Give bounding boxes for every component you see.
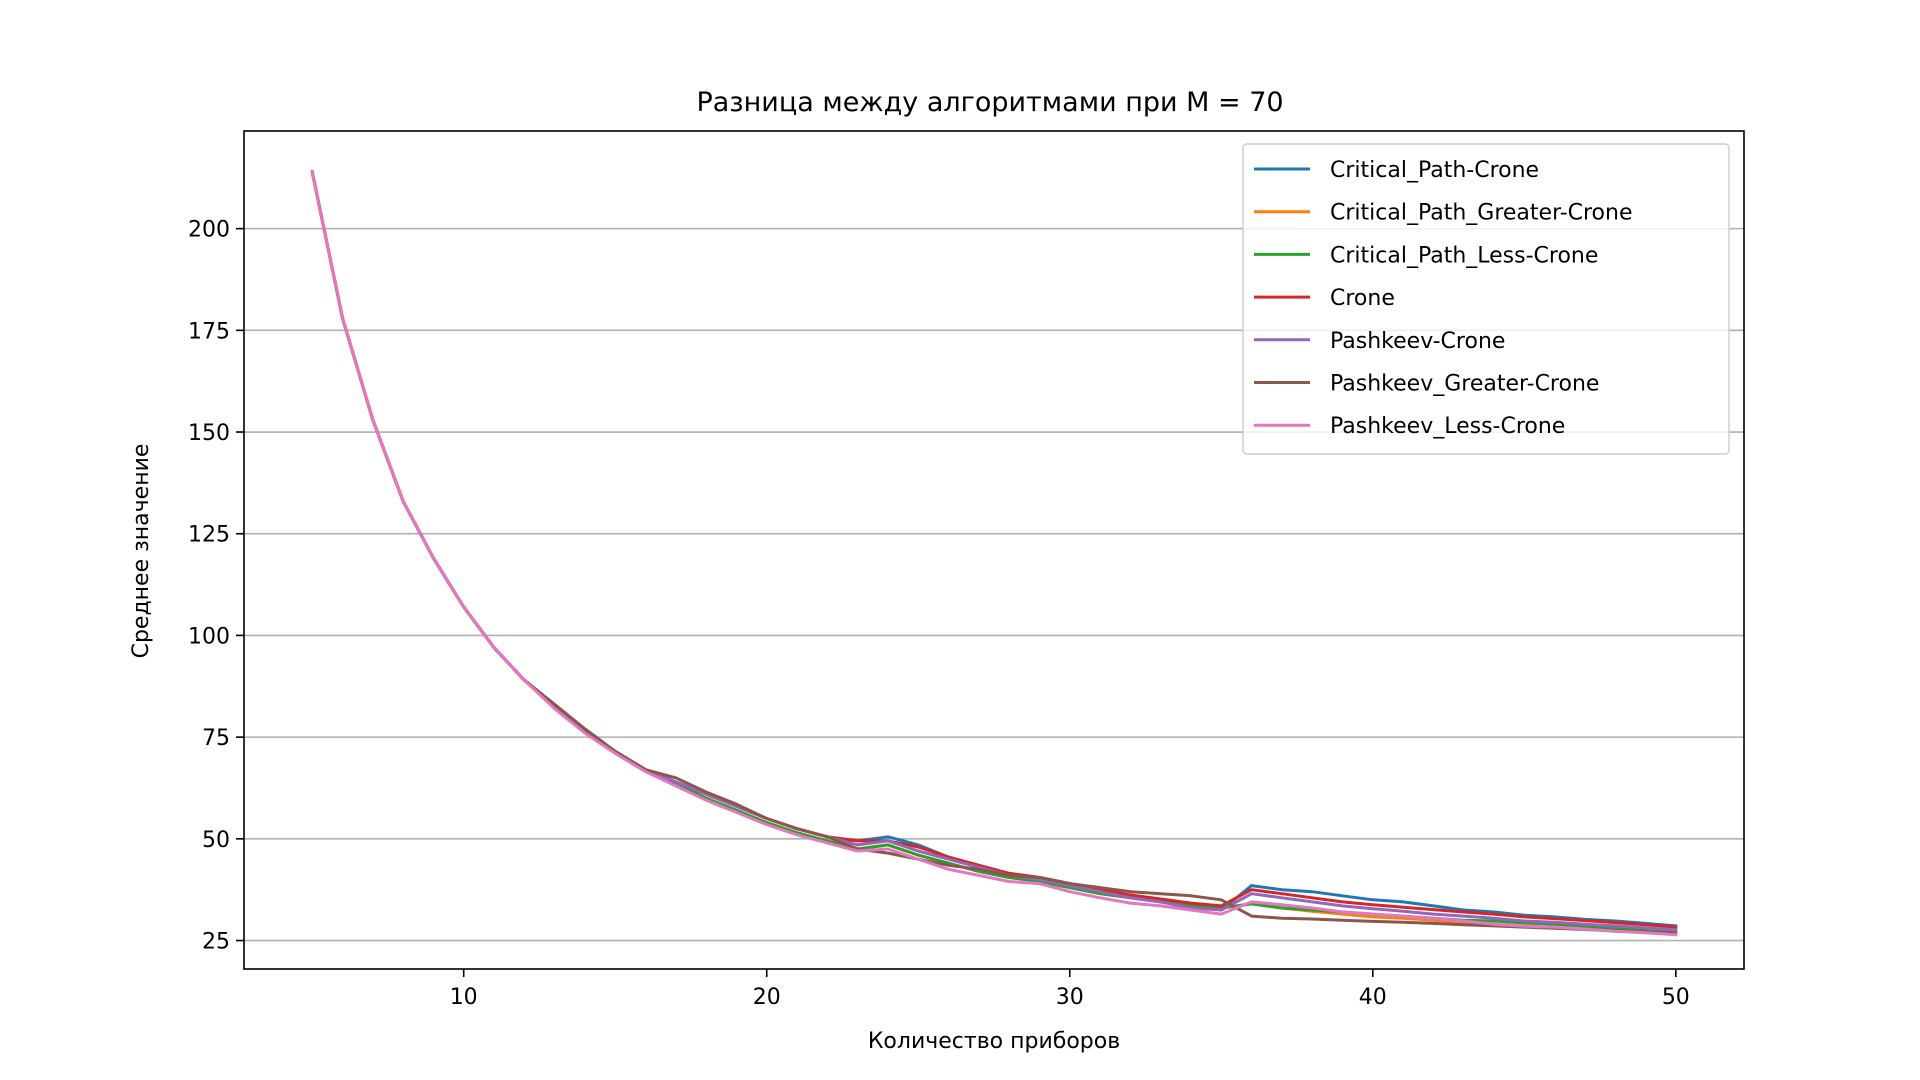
x-axis-label: Количество приборов: [868, 1029, 1120, 1054]
y-tick-label: 175: [188, 319, 230, 344]
legend-label: Critical_Path_Less-Crone: [1330, 243, 1598, 268]
y-tick-label: 100: [188, 624, 230, 649]
chart-title: Разница между алгоритмами при M = 70: [696, 87, 1283, 118]
x-tick-label: 50: [1662, 985, 1690, 1010]
y-tick-label: 75: [202, 726, 230, 751]
y-tick-label: 125: [188, 523, 230, 548]
series-lines: [310, 169, 1678, 937]
y-tick-label: 25: [202, 930, 230, 955]
series-line-6: [310, 169, 1678, 937]
x-tick-label: 40: [1359, 985, 1387, 1010]
legend-label: Pashkeev_Less-Crone: [1330, 414, 1565, 439]
legend-label: Crone: [1330, 286, 1395, 311]
x-axis-ticks: 10 20 30 40 50: [450, 969, 1690, 1010]
legend-label: Pashkeev-Crone: [1330, 329, 1505, 354]
y-axis-label: Среднее значение: [129, 444, 154, 659]
x-tick-label: 20: [753, 985, 781, 1010]
y-axis-ticks: 25 50 75 100 125 150 175 200: [188, 218, 244, 955]
x-tick-label: 30: [1056, 985, 1084, 1010]
legend-label: Critical_Path_Greater-Crone: [1330, 201, 1633, 226]
legend-frame: [1242, 143, 1730, 455]
y-tick-label: 50: [202, 828, 230, 853]
y-tick-label: 150: [188, 421, 230, 446]
y-tick-label: 200: [188, 218, 230, 243]
legend-label: Pashkeev_Greater-Crone: [1330, 372, 1599, 397]
legend-label: Critical_Path-Crone: [1330, 158, 1539, 183]
x-tick-label: 10: [450, 985, 478, 1010]
legend: Critical_Path-Crone Critical_Path_Greater…: [1242, 143, 1730, 455]
plot-area-frame: [243, 130, 1745, 970]
